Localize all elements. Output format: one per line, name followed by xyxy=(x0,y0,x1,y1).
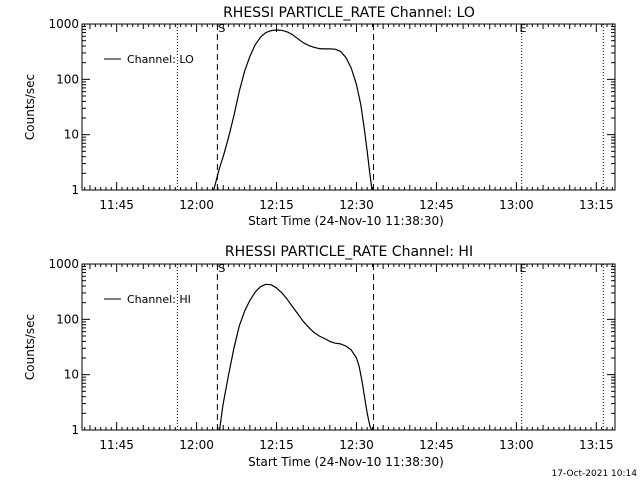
y-tick-label: 10 xyxy=(64,128,79,142)
x-axis-label: Start Time (24-Nov-10 11:38:30) xyxy=(248,455,444,469)
marker-e: E xyxy=(520,262,527,275)
guide-lines xyxy=(176,264,604,430)
x-tick-label: 12:15 xyxy=(259,198,294,212)
y-tick-label: 1000 xyxy=(48,257,79,271)
footer-timestamp: 17-Oct-2021 10:14 xyxy=(552,469,638,479)
series-line xyxy=(218,283,372,431)
x-tick-label: 12:30 xyxy=(339,198,374,212)
series-layer xyxy=(218,283,372,431)
x-tick-label: 12:45 xyxy=(419,438,454,452)
y-axis: 1 10 100 1000 xyxy=(48,17,615,197)
x-tick-label: 12:00 xyxy=(179,438,214,452)
legend: Channel: HI xyxy=(104,293,191,306)
x-tick-label: 11:45 xyxy=(99,438,134,452)
chart-title: RHESSI PARTICLE_RATE Channel: HI xyxy=(225,244,473,260)
chart-title: RHESSI PARTICLE_RATE Channel: LO xyxy=(223,5,475,21)
y-tick-label: 1000 xyxy=(48,17,79,31)
x-tick-label: 13:15 xyxy=(579,198,614,212)
y-tick-label: 100 xyxy=(56,312,79,326)
x-tick-label: 13:00 xyxy=(499,198,534,212)
x-tick-label: 12:45 xyxy=(419,198,454,212)
guide-lines xyxy=(176,24,604,190)
marker-s: S xyxy=(218,262,225,275)
x-tick-label: 12:00 xyxy=(179,198,214,212)
marker-s: S xyxy=(218,22,225,35)
y-tick-label: 1 xyxy=(71,183,79,197)
y-tick-label: 1 xyxy=(71,423,79,437)
legend-label: Channel: HI xyxy=(127,293,191,306)
series-line xyxy=(213,29,373,191)
plot-frame xyxy=(81,263,616,431)
y-axis-label: Counts/sec xyxy=(23,314,37,380)
x-axis-label: Start Time (24-Nov-10 11:38:30) xyxy=(248,214,444,228)
legend-label: Channel: LO xyxy=(127,53,194,66)
x-axis: 11:45 12:00 12:15 12:30 12:45 13:00 13:15 xyxy=(84,264,614,452)
x-axis: 11:45 12:00 12:15 12:30 12:45 13:00 13:15 xyxy=(84,24,614,212)
y-tick-label: 100 xyxy=(56,72,79,86)
x-tick-label: 12:15 xyxy=(259,438,294,452)
y-axis: 1 10 100 1000 xyxy=(48,257,615,437)
marker-e: E xyxy=(520,22,527,35)
plot-frame xyxy=(81,23,616,191)
x-tick-label: 12:30 xyxy=(339,438,374,452)
x-tick-label: 11:45 xyxy=(99,198,134,212)
y-axis-label: Counts/sec xyxy=(23,74,37,140)
series-layer xyxy=(213,29,373,191)
x-tick-label: 13:00 xyxy=(499,438,534,452)
x-tick-label: 13:15 xyxy=(579,438,614,452)
legend: Channel: LO xyxy=(104,53,194,66)
y-tick-label: 10 xyxy=(64,368,79,382)
